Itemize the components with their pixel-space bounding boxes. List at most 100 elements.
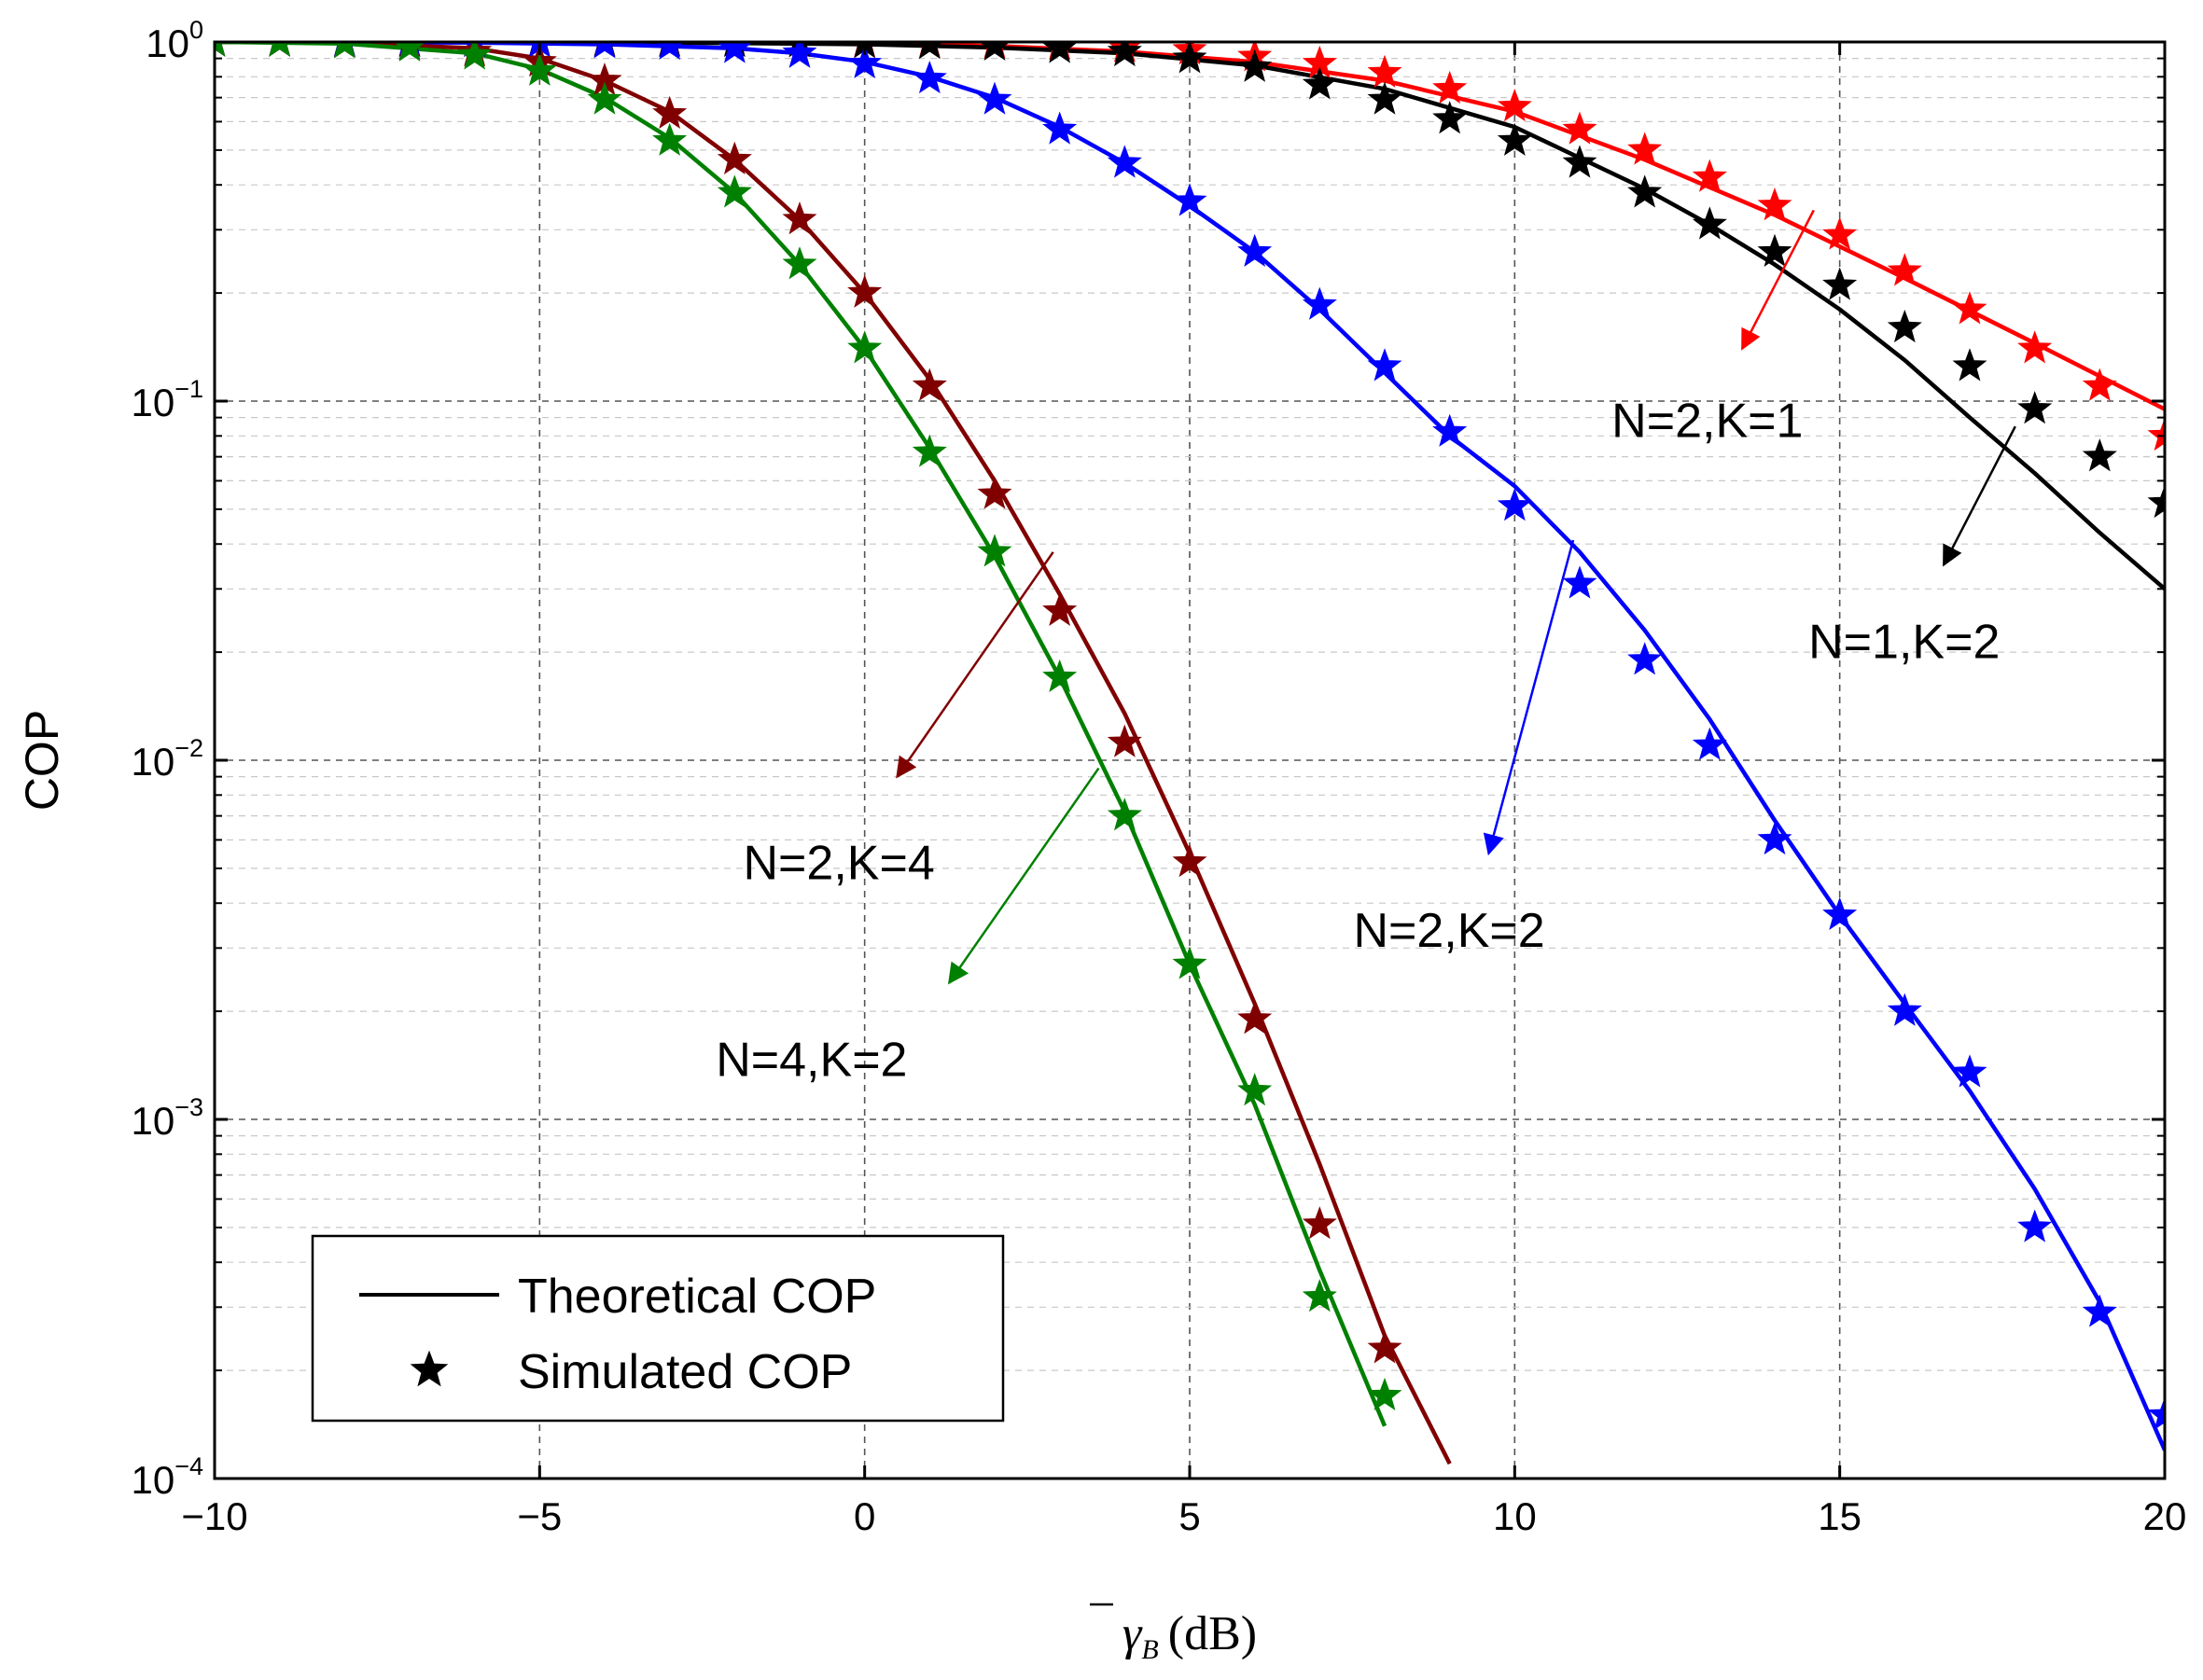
sim-point — [652, 95, 688, 129]
sim-point — [847, 274, 883, 308]
sim-point — [1042, 111, 1078, 145]
legend-simulated: Simulated COP — [518, 1345, 852, 1399]
legend-theoretical: Theoretical COP — [518, 1270, 876, 1324]
sim-point — [1757, 187, 1792, 221]
sim-point — [2147, 417, 2165, 451]
x-axis-unit: (dB) — [1168, 1607, 1257, 1660]
sim-point — [1562, 145, 1597, 178]
y-tick-label: 10−4 — [131, 1452, 203, 1502]
sim-point — [1822, 267, 1858, 300]
sim-point — [1627, 642, 1663, 675]
legend-star-marker — [410, 1350, 449, 1387]
sim-point — [1952, 291, 1987, 325]
sim-point — [1042, 659, 1078, 692]
sim-point — [977, 81, 1012, 115]
sim-point — [1172, 843, 1207, 878]
sim-point — [652, 122, 688, 156]
sim-point — [1237, 1073, 1273, 1106]
sim-point — [1692, 159, 1727, 192]
sim-point — [717, 42, 752, 63]
sim-markers — [215, 42, 2165, 1430]
y-tick-label: 10−2 — [131, 734, 203, 784]
sim-point — [782, 246, 817, 280]
sim-point — [1887, 309, 1922, 343]
sim-point — [1887, 253, 1922, 286]
annotation-arrow — [1741, 209, 1815, 351]
sim-point — [912, 60, 947, 94]
x-tick-label: 5 — [1178, 1494, 1200, 1538]
sim-point — [2017, 1209, 2053, 1243]
sim-point — [1562, 111, 1597, 145]
sim-point — [1042, 592, 1078, 626]
legend-box — [311, 1234, 1005, 1423]
sim-point — [1367, 348, 1402, 382]
sim-point — [912, 368, 947, 401]
x-axis-label: γB (dB) — [1090, 1603, 1257, 1665]
x-tick-label: 15 — [1818, 1494, 1861, 1538]
sim-point — [1237, 233, 1273, 267]
sim-point — [2082, 368, 2117, 401]
x-axis-symbol: γ — [1122, 1607, 1143, 1660]
sim-point — [1692, 206, 1727, 240]
sim-point — [1367, 54, 1402, 88]
sim-point — [457, 42, 493, 70]
sim-point — [269, 42, 291, 57]
axis-ticks: −10 −5 0 5 10 15 20 10−4 10−3 10−2 10−1 100 — [131, 16, 2186, 1538]
sim-point — [1107, 798, 1142, 831]
sim-point — [2082, 438, 2117, 472]
y-tick-label: 10−1 — [131, 375, 203, 424]
sim-point — [1042, 42, 1078, 63]
sim-point — [393, 42, 426, 62]
annotation-label: N=2,K=2 — [1353, 904, 1544, 958]
sim-point — [2017, 330, 2053, 364]
x-axis-subscript: B — [1141, 1634, 1158, 1665]
sim-point — [847, 45, 883, 78]
sim-point — [1367, 1330, 1402, 1364]
sim-point — [1432, 70, 1468, 104]
sim-point — [1497, 122, 1532, 156]
sim-point — [1627, 174, 1663, 208]
sim-point — [522, 52, 557, 86]
svg-text:γB(dB): γB (dB) — [1122, 1607, 1257, 1665]
sim-point — [1497, 488, 1532, 521]
annotation-arrow — [1943, 425, 2016, 567]
sim-point — [1172, 946, 1207, 979]
annotation-arrow — [1483, 539, 1575, 856]
x-tick-label: 10 — [1493, 1494, 1537, 1538]
sim-point — [1432, 101, 1468, 134]
sim-point — [782, 201, 817, 235]
annotation-label: N=1,K=2 — [1808, 616, 2000, 670]
sim-point — [1757, 233, 1792, 267]
sim-point — [1237, 49, 1273, 82]
annotation-label: N=2,K=4 — [744, 837, 935, 891]
annotation-arrow — [947, 767, 1100, 985]
x-tick-label: −5 — [517, 1494, 562, 1538]
sim-point — [1107, 145, 1142, 178]
x-tick-label: −10 — [181, 1494, 247, 1538]
sim-point — [1627, 132, 1663, 165]
sim-point — [269, 42, 291, 57]
sim-point — [1692, 727, 1727, 760]
annotation-arrow — [896, 551, 1054, 779]
sim-point — [717, 141, 752, 174]
annotation-label: N=2,K=1 — [1611, 395, 1803, 449]
sim-point — [1367, 81, 1402, 115]
sim-point — [593, 42, 617, 59]
sim-point — [1302, 286, 1337, 320]
sim-point — [1432, 413, 1468, 447]
y-tick-label: 100 — [146, 16, 203, 65]
y-tick-label: 10−3 — [131, 1093, 203, 1143]
x-tick-label: 20 — [2143, 1494, 2187, 1538]
sim-point — [1822, 216, 1858, 250]
sim-point — [1172, 183, 1207, 216]
sim-point — [655, 42, 684, 61]
x-tick-label: 0 — [854, 1494, 875, 1538]
sim-point — [782, 42, 817, 68]
sim-point — [2017, 391, 2053, 424]
sim-point — [979, 42, 1011, 61]
sim-point — [1497, 89, 1532, 122]
sim-point — [1302, 1279, 1337, 1312]
annotation-label: N=4,K=2 — [716, 1034, 907, 1088]
sim-point — [1952, 1054, 1987, 1088]
